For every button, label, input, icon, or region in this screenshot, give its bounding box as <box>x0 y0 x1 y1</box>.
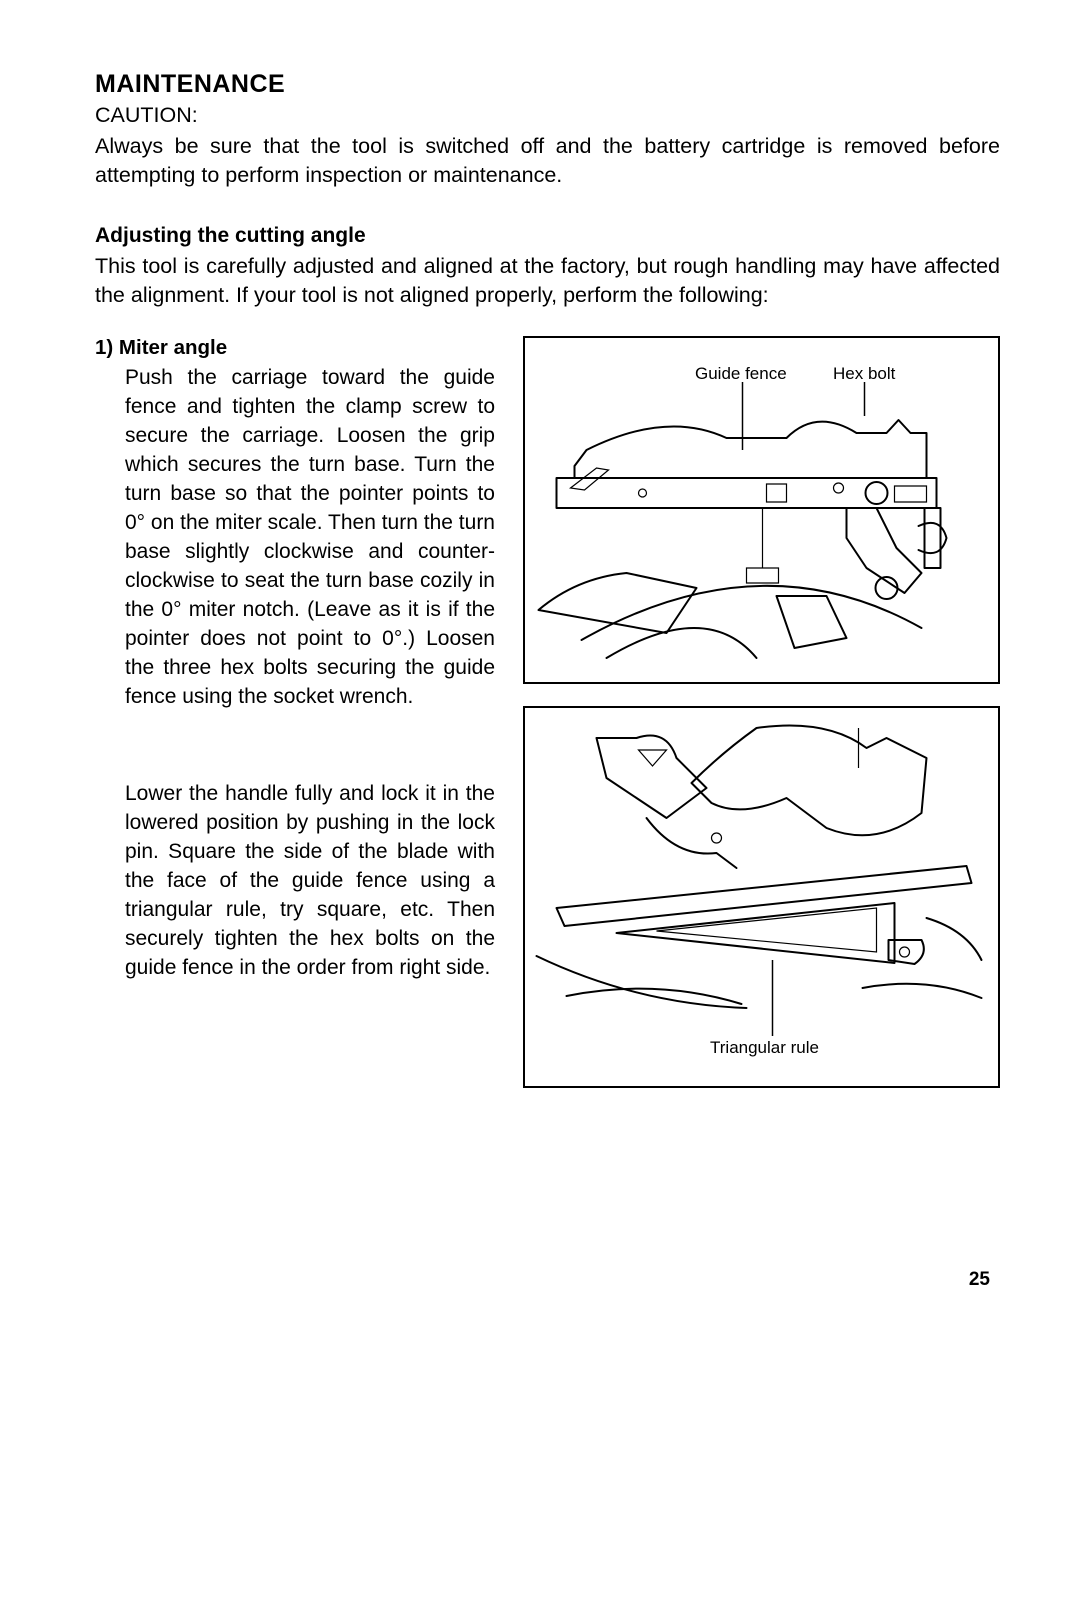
item1-paragraph-2: Lower the handle fully and lock it in th… <box>125 780 495 983</box>
page-number: 25 <box>969 1269 990 1291</box>
figure-triangular-rule: Triangular rule <box>523 706 1000 1088</box>
item1-heading: 1) Miter angle <box>95 336 495 360</box>
caution-label: CAUTION: <box>95 103 1000 128</box>
item1-body: Push the carriage toward the guide fence… <box>95 364 495 982</box>
subsection-heading: Adjusting the cutting angle <box>95 224 1000 248</box>
subsection-paragraph: This tool is carefully adjusted and alig… <box>95 252 1000 310</box>
section-heading: MAINTENANCE <box>95 70 1000 99</box>
figure2-drawing <box>525 708 998 1086</box>
figure-miter-angle: Guide fence Hex bolt <box>523 336 1000 684</box>
manual-page: MAINTENANCE CAUTION: Always be sure that… <box>0 0 1080 1606</box>
intro-paragraph: Always be sure that the tool is switched… <box>95 132 1000 190</box>
figure1-drawing <box>525 338 998 682</box>
item1-paragraph-1: Push the carriage toward the guide fence… <box>125 364 495 712</box>
figure1-label-hex-bolt: Hex bolt <box>833 364 895 384</box>
figure1-label-guide-fence: Guide fence <box>695 364 787 384</box>
text-column: 1) Miter angle Push the carriage toward … <box>95 336 495 1088</box>
two-column-layout: 1) Miter angle Push the carriage toward … <box>95 336 1000 1088</box>
figure-column: Guide fence Hex bolt <box>523 336 1000 1088</box>
figure2-label-triangular-rule: Triangular rule <box>710 1038 819 1058</box>
